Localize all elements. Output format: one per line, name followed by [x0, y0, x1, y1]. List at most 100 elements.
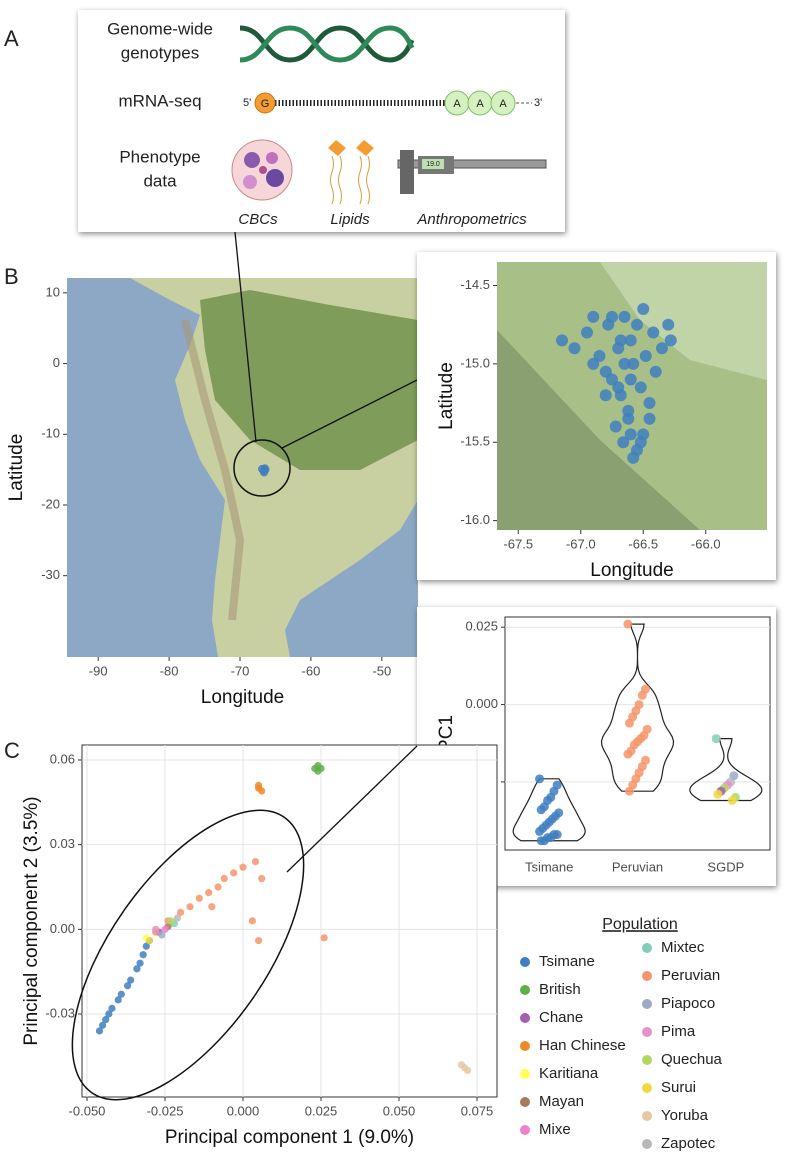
y-axis-label: Principal component 2 (3.5%)	[21, 796, 42, 1045]
data-point	[631, 318, 643, 331]
y-tick-label: -30	[41, 567, 60, 582]
data-point	[251, 857, 260, 866]
data-point	[95, 1027, 104, 1035]
data-point	[624, 334, 637, 347]
data-point	[634, 436, 647, 449]
legend-label: Quechua	[661, 1051, 723, 1068]
data-point	[133, 965, 141, 973]
plot-border	[81, 744, 498, 1098]
data-point	[177, 908, 185, 916]
data-point	[186, 903, 194, 911]
x-tick-label: -60	[302, 663, 321, 678]
data-point	[623, 619, 633, 629]
data-point	[617, 436, 630, 449]
x-tick-label: -67.5	[503, 536, 533, 551]
data-point	[625, 786, 634, 796]
y-tick-label: 0.025	[465, 619, 498, 634]
chart: 0.06 0.03 0.00 -0.03 -0.050 -0.025 0.000 0.025 0…	[21, 744, 723, 1152]
x-tick-label: SGDP	[707, 859, 744, 874]
data-point	[261, 465, 270, 474]
data-point	[568, 342, 581, 355]
data-point	[581, 326, 593, 339]
data-point	[625, 718, 634, 728]
x-tick-label: -66.0	[691, 536, 721, 551]
data-point	[208, 903, 216, 911]
connector	[234, 231, 257, 443]
legend-swatch	[642, 971, 652, 981]
data-point	[464, 1066, 472, 1075]
data-point	[727, 795, 737, 805]
data-point	[606, 310, 618, 323]
prime-label: 5'	[243, 97, 251, 109]
legend-label: Yoruba	[661, 1107, 709, 1124]
legend-swatch	[642, 999, 652, 1009]
legend-label: Mixe	[539, 1121, 571, 1138]
data-point	[599, 389, 612, 402]
pca-ellipse	[71, 809, 305, 1101]
data-point	[643, 412, 656, 425]
data-point	[593, 350, 606, 363]
data-point	[624, 373, 637, 386]
data-point	[102, 1016, 110, 1024]
data-point	[627, 357, 640, 370]
x-tick-label: 0.025	[305, 1103, 338, 1118]
data-point	[535, 774, 545, 784]
legend-swatch	[520, 957, 530, 967]
icon-caption: Lipids	[330, 211, 370, 228]
data-point	[622, 412, 635, 425]
data-point	[139, 951, 147, 959]
phenotype-label: Phenotype	[119, 147, 200, 166]
data-point	[536, 836, 546, 846]
y-axis-label: PC1	[436, 715, 457, 752]
legend-label: Han Chinese	[539, 1037, 626, 1054]
legend-label: Pima	[661, 1023, 696, 1040]
data-point	[587, 310, 600, 323]
data-point	[643, 397, 656, 410]
data-point	[114, 996, 122, 1004]
chart: -14.5 -15.0 -15.5 -16.0 -67.5 -67.0 -66.5 -66.0…	[436, 277, 721, 581]
lipid-icon	[328, 140, 374, 205]
legend-swatch	[642, 1111, 652, 1121]
legend-label: Karitiana	[539, 1065, 599, 1082]
data-point	[618, 310, 631, 323]
data-point	[158, 931, 166, 939]
dna-icon	[239, 25, 415, 63]
panel-label: C	[4, 738, 20, 763]
y-tick-label: -16.0	[460, 512, 490, 527]
data-point	[195, 894, 203, 902]
legend-label: Mayan	[539, 1093, 584, 1110]
data-point	[167, 917, 175, 925]
data-point	[105, 1010, 113, 1018]
data-point	[618, 357, 631, 370]
base-label: A	[499, 98, 507, 110]
data-point	[123, 982, 132, 990]
y-tick-label: 10	[46, 284, 60, 299]
genotypes-label: Genome-wide	[107, 19, 213, 38]
y-axis-label: Latitude	[6, 434, 27, 502]
legend-title: Population	[602, 916, 678, 933]
caliper-icon	[397, 150, 547, 194]
data-point	[614, 334, 627, 347]
legend-swatch	[520, 1069, 530, 1079]
cbc-icon	[231, 139, 293, 201]
icon-caption: Anthropometrics	[416, 211, 527, 228]
legend-label: Tsimane	[539, 953, 595, 970]
x-tick-label: 0.000	[227, 1103, 260, 1118]
chart-layers: 10 0 -10 -20 -30 -90 -80 -70 -60 -50 Longitude Lati…	[6, 277, 771, 1152]
map-andes	[181, 319, 245, 621]
data-point	[255, 781, 263, 789]
x-tick-label: -80	[160, 663, 179, 678]
genotypes-label: genotypes	[121, 43, 199, 62]
data-point	[108, 1004, 116, 1012]
legend-swatch	[520, 1041, 530, 1051]
y-tick-label: 0.00	[50, 921, 75, 936]
x-tick-label: -0.050	[69, 1103, 106, 1118]
panel-a-box	[78, 10, 565, 232]
data-point	[656, 342, 668, 355]
x-tick-label: Peruvian	[612, 859, 663, 874]
data-point	[173, 914, 182, 922]
x-tick-label: -66.5	[628, 536, 658, 551]
data-point	[239, 863, 247, 871]
mrna-label: mRNA-seq	[118, 91, 201, 110]
